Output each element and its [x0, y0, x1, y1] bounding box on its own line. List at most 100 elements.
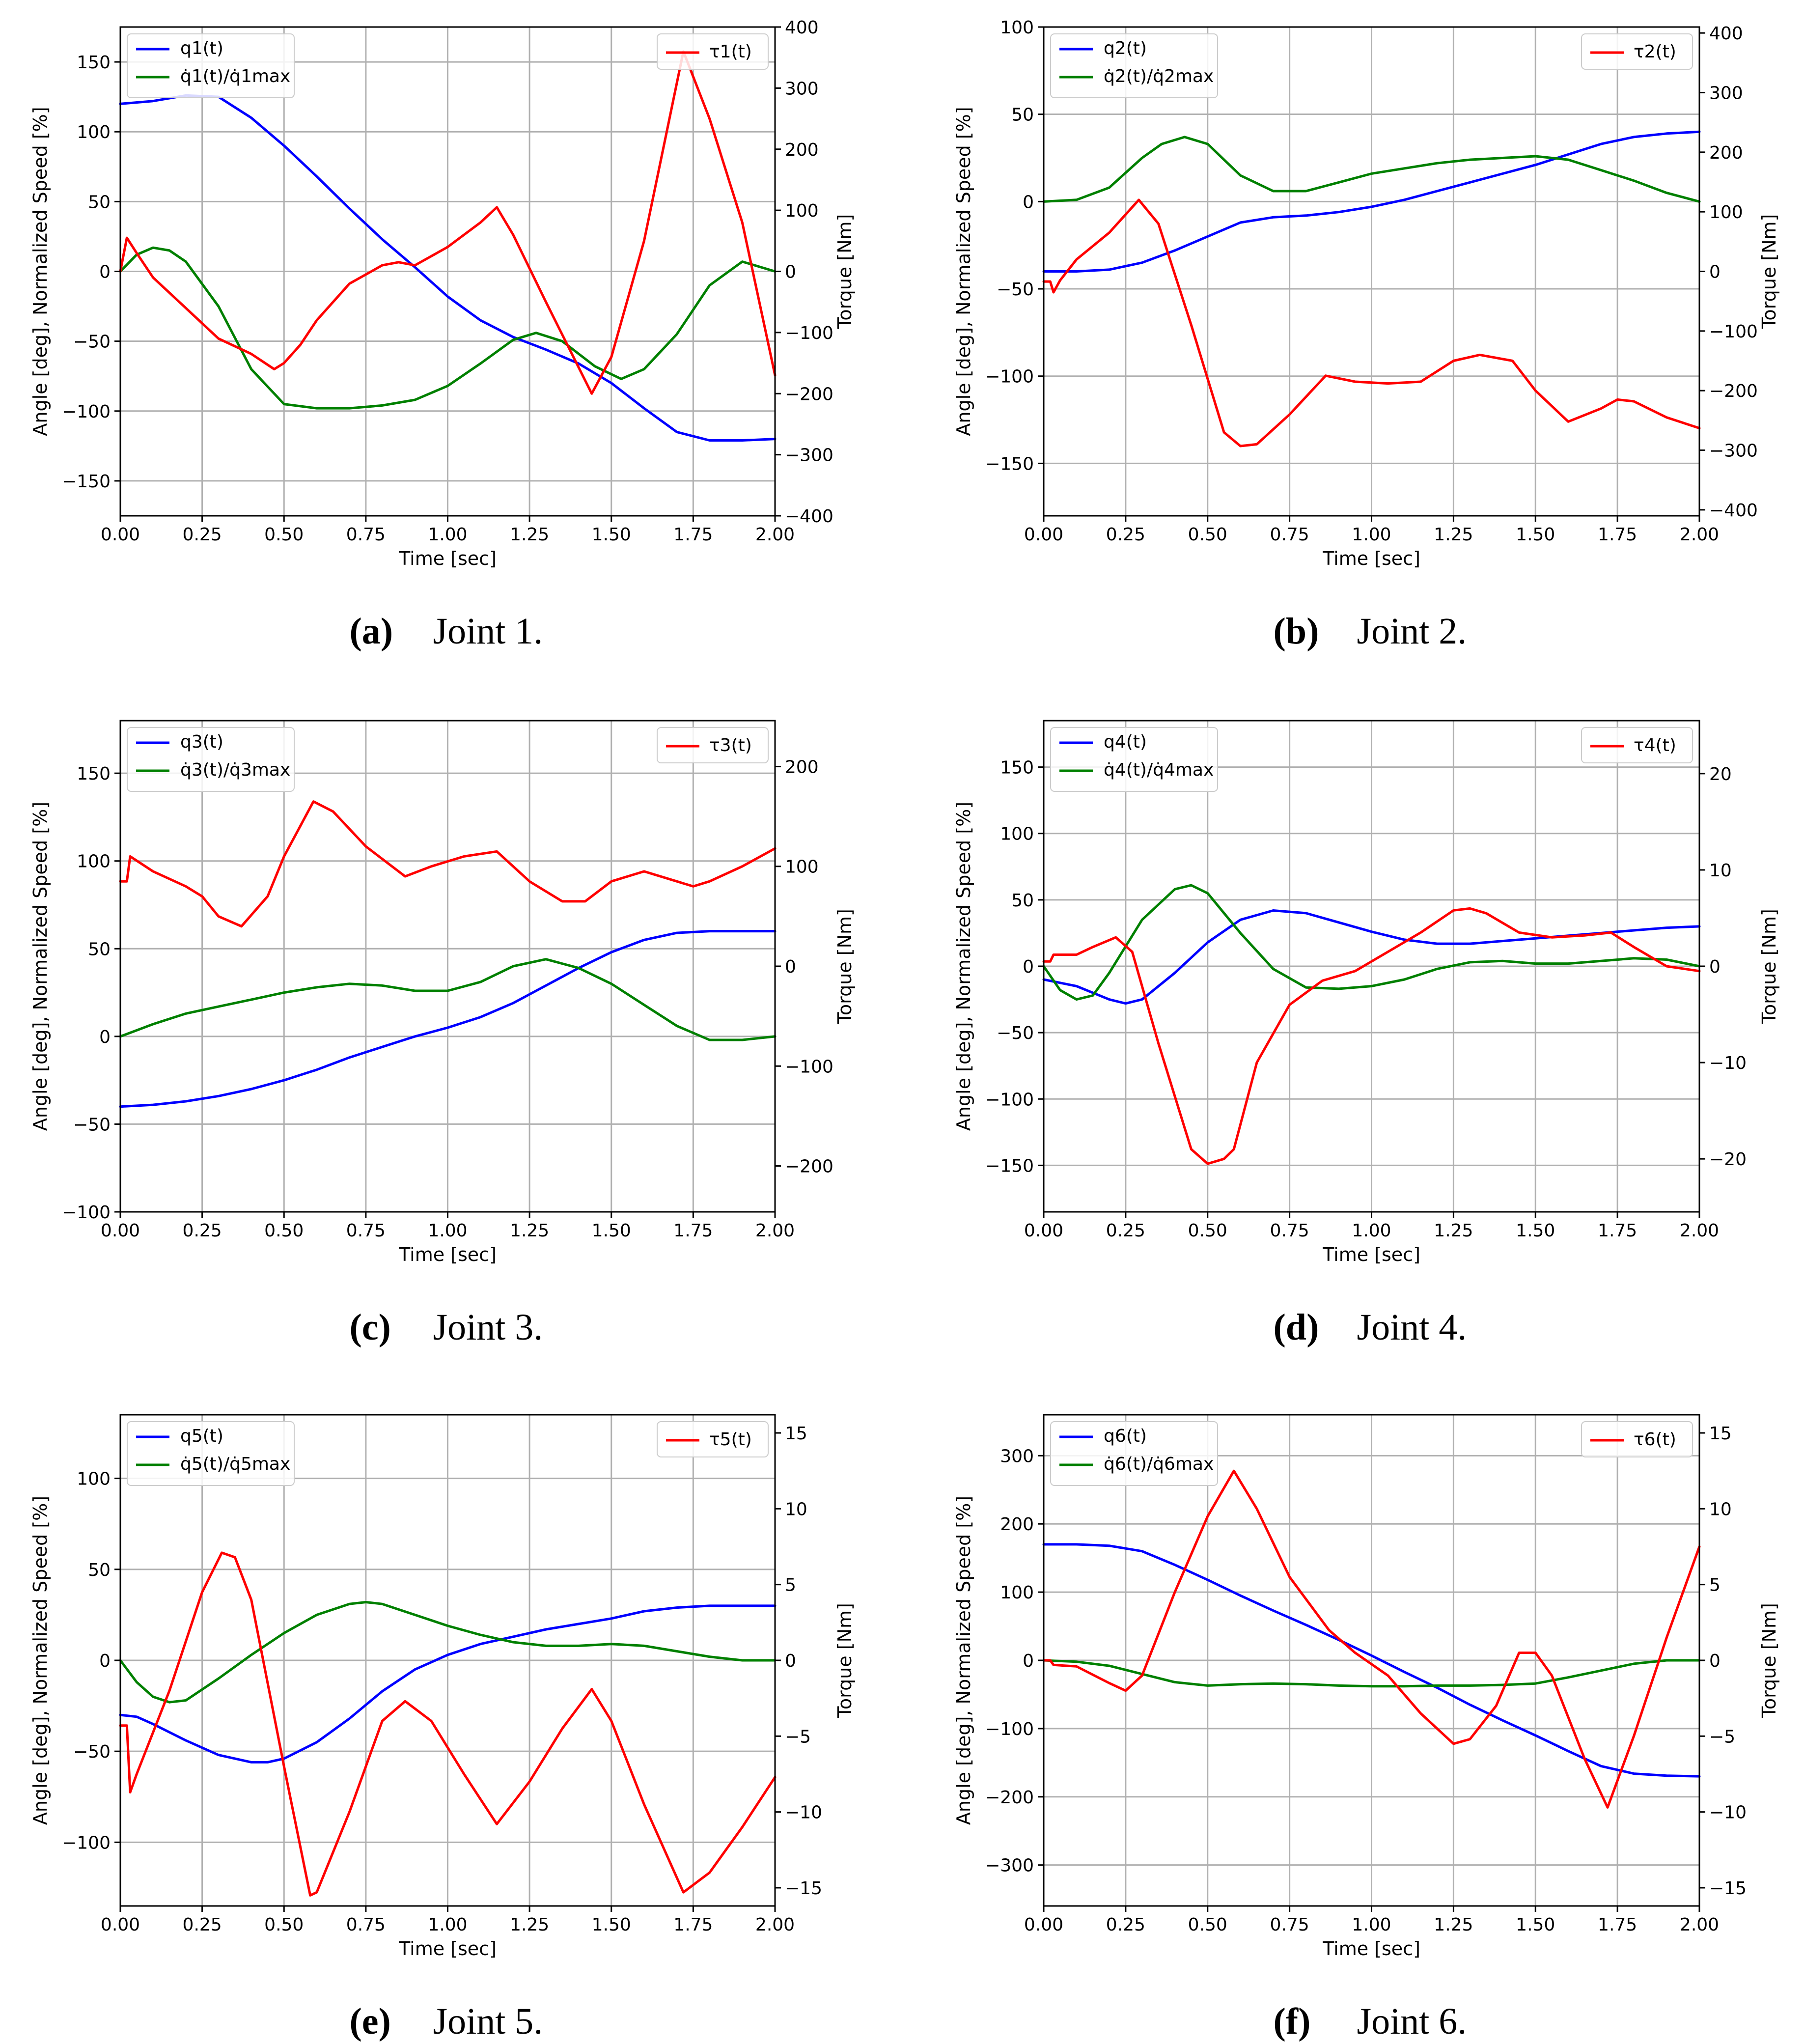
legend-entry: τ3(t): [709, 735, 752, 756]
x-tick-label: 0.50: [1188, 525, 1227, 545]
x-tick-label: 1.75: [1598, 1915, 1637, 1935]
y-tick-label: −100: [985, 1719, 1034, 1739]
legend-entry: q4(t): [1104, 732, 1147, 752]
series-line-0: [119, 930, 777, 1108]
y-right-tick-label: 200: [785, 140, 819, 160]
y-right-tick-label: −200: [785, 384, 833, 404]
y-right-tick-label: 10: [1709, 1499, 1732, 1519]
x-tick-label: 1.25: [1434, 1221, 1473, 1241]
legend-entry: q1(t): [180, 38, 223, 58]
x-tick-label: 0.25: [1106, 1915, 1145, 1935]
legend-entry: q3(t): [180, 732, 223, 752]
y-right-tick-label: 0: [785, 957, 796, 977]
y-tick-label: 100: [1000, 824, 1034, 844]
caption-text: Joint 4.: [1357, 1307, 1467, 1348]
y-tick-label: 100: [77, 1469, 111, 1489]
y-right-tick-label: 100: [785, 201, 819, 221]
x-tick-label: 1.00: [1352, 1221, 1391, 1241]
y-tick-label: 100: [77, 122, 111, 142]
x-tick-label: 2.00: [1680, 525, 1719, 545]
y-right-tick-label: −400: [1709, 501, 1758, 521]
y-tick-label: −200: [985, 1788, 1034, 1808]
x-tick-label: 0.50: [264, 1915, 304, 1935]
x-tick-label: 1.50: [592, 525, 631, 545]
legend-box: [1581, 727, 1693, 763]
y-right-tick-label: −200: [1709, 381, 1758, 401]
x-tick-label: 0.50: [264, 525, 304, 545]
panel-d: 0.00 0.25 0.50 0.75 1.00 1.25 1.50 1.75 2.00 −150…: [953, 720, 1780, 1348]
y-right-tick-label: 10: [785, 1499, 807, 1519]
legend-entry: q̇4(t)/q̇4max: [1104, 760, 1214, 780]
caption-text: Joint 1.: [433, 611, 543, 652]
y-tick-label: −100: [62, 402, 111, 422]
y-axis-label: Angle [deg], Normalized Speed [%]: [953, 802, 974, 1131]
x-axis-label: Time [sec]: [1322, 1244, 1420, 1265]
x-tick-label: 0.00: [1024, 1915, 1063, 1935]
x-tick-label: 1.75: [673, 525, 713, 545]
x-tick-label: 1.25: [1434, 525, 1473, 545]
y-right-tick-label: 0: [1709, 1651, 1721, 1671]
x-tick-label: 0.75: [346, 1221, 386, 1241]
legend-entry: τ1(t): [709, 42, 752, 62]
y-tick-label: 0: [99, 262, 111, 282]
y-tick-label: 300: [1000, 1446, 1034, 1466]
y-right-axis-label: Torque [Nm]: [834, 214, 856, 330]
legend-box: [657, 1421, 769, 1457]
y-tick-label: 50: [1011, 891, 1034, 911]
series-line-0: [1042, 130, 1701, 273]
y-right-tick-label: 20: [1709, 764, 1732, 784]
y-axis-label: Angle [deg], Normalized Speed [%]: [953, 107, 974, 436]
series-line-1: [1042, 884, 1701, 1001]
legend-entry: τ5(t): [709, 1429, 752, 1450]
x-tick-label: 0.50: [1188, 1915, 1227, 1935]
y-tick-label: −100: [62, 1203, 111, 1223]
y-right-tick-label: −10: [1709, 1053, 1747, 1073]
y-tick-label: 100: [77, 852, 111, 872]
x-tick-label: 2.00: [755, 525, 795, 545]
y-tick-label: −50: [997, 280, 1034, 300]
panel-f: 0.00 0.25 0.50 0.75 1.00 1.25 1.50 1.75 2.00 −300…: [953, 1414, 1780, 2042]
y-tick-label: −300: [985, 1856, 1034, 1876]
x-tick-label: 0.25: [183, 1221, 222, 1241]
legend-entry: q̇6(t)/q̇6max: [1104, 1454, 1214, 1474]
series-line-2: [1042, 907, 1701, 1165]
x-tick-label: 1.50: [592, 1221, 631, 1241]
y-tick-label: 100: [1000, 1583, 1034, 1603]
y-right-tick-label: 15: [1709, 1424, 1732, 1444]
x-tick-label: 0.75: [346, 1915, 386, 1935]
y-tick-label: 50: [88, 1560, 111, 1580]
x-tick-label: 1.00: [1352, 1915, 1391, 1935]
caption-letter: (d): [1274, 1307, 1319, 1348]
x-tick-label: 0.75: [1270, 525, 1309, 545]
x-tick-label: 1.00: [428, 1915, 467, 1935]
y-right-axis-label: Torque [Nm]: [834, 909, 856, 1024]
legend-entry: q6(t): [1104, 1426, 1147, 1446]
y-right-tick-label: −300: [1709, 441, 1758, 461]
y-right-tick-label: −15: [1709, 1878, 1747, 1899]
legend-entry: q̇5(t)/q̇5max: [180, 1454, 290, 1474]
x-axis-label: Time [sec]: [398, 1244, 497, 1265]
y-right-tick-label: 5: [785, 1575, 796, 1596]
y-tick-label: −100: [62, 1833, 111, 1853]
legend-box: [1581, 33, 1693, 70]
x-tick-label: 0.50: [264, 1221, 304, 1241]
y-tick-label: 200: [1000, 1514, 1034, 1535]
y-right-tick-label: −100: [785, 1057, 833, 1077]
legend-entry: q2(t): [1104, 38, 1147, 58]
y-right-tick-label: −100: [785, 323, 833, 343]
series-line-2: [119, 50, 777, 395]
y-right-tick-label: −200: [785, 1157, 833, 1177]
y-axis-label: Angle [deg], Normalized Speed [%]: [29, 1496, 51, 1825]
y-tick-label: −50: [73, 1115, 111, 1135]
y-right-tick-label: 0: [1709, 957, 1721, 977]
y-right-axis-label: Torque [Nm]: [1758, 1603, 1780, 1718]
x-tick-label: 0.50: [1188, 1221, 1227, 1241]
y-right-tick-label: 300: [785, 79, 819, 99]
y-tick-label: 0: [1023, 957, 1034, 977]
y-right-tick-label: −20: [1709, 1149, 1747, 1170]
x-axis-label: Time [sec]: [398, 548, 497, 569]
y-tick-label: −100: [985, 1090, 1034, 1110]
y-tick-label: 50: [88, 939, 111, 959]
y-right-tick-label: 0: [785, 262, 796, 282]
